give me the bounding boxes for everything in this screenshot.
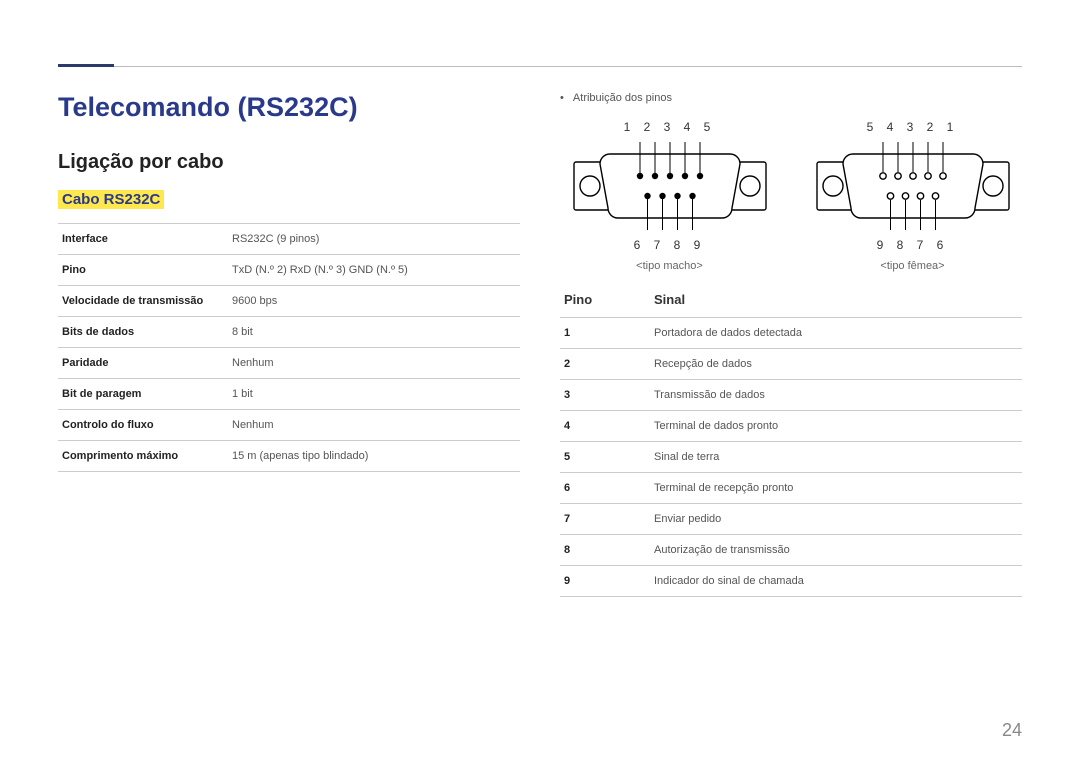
spec-value: TxD (N.º 2) RxD (N.º 3) GND (N.º 5) [228,255,520,286]
section-title: Ligação por cabo [58,151,520,174]
header-rule-accent [58,64,114,67]
pin-signal: Terminal de dados pronto [650,411,1022,442]
pin-signal: Enviar pedido [650,504,1022,535]
spec-label: Paridade [58,348,228,379]
pin-assignment-bullet: Atribuição dos pinos [560,92,1022,104]
male-caption: <tipo macho> [560,260,779,272]
pin-number: 4 [560,411,650,442]
table-row: 9Indicador do sinal de chamada [560,566,1022,597]
female-bottom-labels: 9 8 7 6 [803,238,1022,252]
sub-title: Cabo RS232C [58,190,164,209]
pin-number: 1 [560,318,650,349]
signal-table: 1Portadora de dados detectada2Recepção d… [560,317,1022,597]
table-row: 4Terminal de dados pronto [560,411,1022,442]
page-number: 24 [1002,720,1022,741]
pin-number: 2 [560,349,650,380]
table-row: 7Enviar pedido [560,504,1022,535]
pin-number: 3 [560,380,650,411]
spec-value: Nenhum [228,410,520,441]
db9-male-icon [570,136,770,236]
table-row: 3Transmissão de dados [560,380,1022,411]
pin-signal: Recepção de dados [650,349,1022,380]
right-column: Atribuição dos pinos 1 2 3 4 5 [560,92,1022,597]
table-row: 8Autorização de transmissão [560,535,1022,566]
table-row: Comprimento máximo15 m (apenas tipo blin… [58,441,520,472]
spec-value: 8 bit [228,317,520,348]
pin-signal: Autorização de transmissão [650,535,1022,566]
table-row: InterfaceRS232C (9 pinos) [58,224,520,255]
connector-female: 5 4 3 2 1 [803,118,1022,272]
spec-label: Bit de paragem [58,379,228,410]
connector-diagrams: 1 2 3 4 5 [560,118,1022,272]
page-title: Telecomando (RS232C) [58,92,520,123]
pin-signal: Portadora de dados detectada [650,318,1022,349]
spec-value: 9600 bps [228,286,520,317]
spec-value: RS232C (9 pinos) [228,224,520,255]
spec-value: 1 bit [228,379,520,410]
table-row: Bit de paragem1 bit [58,379,520,410]
table-row: 1Portadora de dados detectada [560,318,1022,349]
db9-female-icon [813,136,1013,236]
spec-value: 15 m (apenas tipo blindado) [228,441,520,472]
pin-signal: Sinal de terra [650,442,1022,473]
spec-label: Pino [58,255,228,286]
table-row: ParidadeNenhum [58,348,520,379]
header-signal: Sinal [654,292,685,307]
table-row: 2Recepção de dados [560,349,1022,380]
table-row: Bits de dados8 bit [58,317,520,348]
table-row: Velocidade de transmissão9600 bps [58,286,520,317]
spec-label: Velocidade de transmissão [58,286,228,317]
table-row: 6Terminal de recepção pronto [560,473,1022,504]
male-bottom-labels: 6 7 8 9 [560,238,779,252]
connector-male: 1 2 3 4 5 [560,118,779,272]
pin-number: 6 [560,473,650,504]
pin-signal: Indicador do sinal de chamada [650,566,1022,597]
female-top-labels: 5 4 3 2 1 [803,120,1022,134]
spec-table: InterfaceRS232C (9 pinos)PinoTxD (N.º 2)… [58,223,520,472]
spec-value: Nenhum [228,348,520,379]
male-top-labels: 1 2 3 4 5 [560,120,779,134]
header-rule [58,66,1022,67]
pin-signal: Terminal de recepção pronto [650,473,1022,504]
header-pin: Pino [564,292,654,307]
spec-label: Controlo do fluxo [58,410,228,441]
pin-number: 5 [560,442,650,473]
table-row: Controlo do fluxoNenhum [58,410,520,441]
pin-number: 9 [560,566,650,597]
left-column: Telecomando (RS232C) Ligação por cabo Ca… [58,92,520,597]
spec-label: Interface [58,224,228,255]
spec-label: Bits de dados [58,317,228,348]
spec-label: Comprimento máximo [58,441,228,472]
table-row: 5Sinal de terra [560,442,1022,473]
female-caption: <tipo fêmea> [803,260,1022,272]
pin-number: 8 [560,535,650,566]
pin-signal: Transmissão de dados [650,380,1022,411]
pin-number: 7 [560,504,650,535]
table-row: PinoTxD (N.º 2) RxD (N.º 3) GND (N.º 5) [58,255,520,286]
signal-table-header: Pino Sinal [560,286,1022,317]
